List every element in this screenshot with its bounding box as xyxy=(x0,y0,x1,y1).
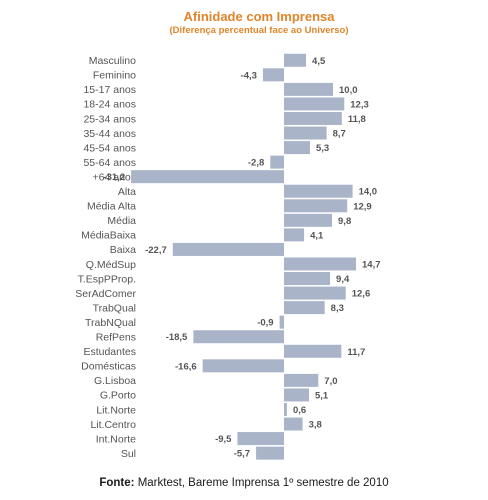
bar xyxy=(284,344,342,358)
bar xyxy=(262,68,284,82)
category-label: Q.MédSup xyxy=(86,259,136,271)
value-label: 12,6 xyxy=(352,289,371,300)
value-label: -5,7 xyxy=(234,449,250,460)
value-label: 8,7 xyxy=(333,129,346,140)
value-label: 12,9 xyxy=(353,201,372,212)
bar xyxy=(202,359,284,373)
category-label: TrabNQual xyxy=(85,317,136,329)
bar xyxy=(284,301,325,315)
category-label: MédiaBaixa xyxy=(81,230,136,242)
value-label: 11,7 xyxy=(347,347,365,358)
chart-subtitle: (Diferença percentual face ao Universo) xyxy=(170,25,349,36)
value-label: 12,3 xyxy=(350,99,369,110)
category-label: Int.Norte xyxy=(96,433,136,445)
source-label: Fonte: xyxy=(99,477,135,489)
value-label: -22,7 xyxy=(145,245,167,256)
bar xyxy=(256,446,284,460)
value-label: 0,6 xyxy=(293,405,306,416)
category-label: 18-24 anos xyxy=(83,99,136,111)
value-label: 14,7 xyxy=(362,259,381,270)
category-label: SerAdComer xyxy=(75,288,136,300)
category-label: Feminino xyxy=(93,70,136,82)
category-label: T.EspPProp. xyxy=(78,273,136,285)
bar xyxy=(284,417,303,431)
category-label: Estudantes xyxy=(83,346,136,358)
bar xyxy=(284,126,327,140)
category-label: Masculino xyxy=(89,55,136,67)
value-label: -2,8 xyxy=(248,158,264,169)
value-label: -16,6 xyxy=(175,361,197,372)
value-label: -18,5 xyxy=(166,332,188,343)
value-label: -31,2 xyxy=(103,172,125,183)
chart: Afinidade com Imprensa (Diferença percen… xyxy=(75,9,381,461)
value-label: 5,3 xyxy=(316,143,329,154)
value-label: 3,8 xyxy=(309,420,322,431)
bar xyxy=(284,388,309,402)
bar xyxy=(284,286,346,300)
category-label: TrabQual xyxy=(93,302,136,314)
chart-title: Afinidade com Imprensa xyxy=(184,9,336,24)
category-label: Domésticas xyxy=(81,361,136,373)
category-label: Lit.Norte xyxy=(96,404,136,416)
category-label: Alta xyxy=(118,186,136,198)
category-label: Média xyxy=(107,215,136,227)
bar xyxy=(172,242,284,256)
bar xyxy=(284,257,357,271)
value-label: -0,9 xyxy=(257,318,273,329)
value-label: 11,8 xyxy=(348,114,366,125)
value-label: 4,5 xyxy=(312,56,326,67)
value-label: 5,1 xyxy=(315,390,329,401)
category-label: 15-17 anos xyxy=(83,84,136,96)
bar xyxy=(131,170,284,184)
bars-group: Masculino 4,5 Feminino -4,3 15-17 anos 10,0 18… xyxy=(75,53,381,461)
value-label: -9,5 xyxy=(215,434,232,445)
bar xyxy=(284,82,333,96)
bar xyxy=(284,53,307,67)
source-note: Fonte: Marktest, Bareme Imprensa 1º seme… xyxy=(0,477,488,489)
bar xyxy=(284,272,331,286)
value-label: -4,3 xyxy=(241,70,257,81)
value-label: 10,0 xyxy=(339,85,358,96)
category-label: Média Alta xyxy=(87,201,136,213)
category-label: RefPens xyxy=(96,332,136,344)
bar xyxy=(193,330,284,344)
bar xyxy=(284,184,353,198)
category-label: 25-34 anos xyxy=(83,113,136,125)
bar xyxy=(237,432,284,446)
value-label: 7,0 xyxy=(324,376,337,387)
category-label: Lit.Centro xyxy=(90,419,136,431)
bar xyxy=(284,228,305,242)
category-label: 35-44 anos xyxy=(83,128,136,140)
category-label: G.Porto xyxy=(100,390,136,402)
value-label: 9,8 xyxy=(338,216,351,227)
value-label: 9,4 xyxy=(336,274,350,285)
bar xyxy=(284,199,348,213)
category-label: +64 anos xyxy=(93,171,137,183)
value-label: 14,0 xyxy=(359,187,378,198)
bar xyxy=(284,111,342,125)
source-text: Marktest, Bareme Imprensa 1º semestre de… xyxy=(134,477,389,489)
bar xyxy=(284,97,345,111)
value-label: 8,3 xyxy=(331,303,344,314)
bar xyxy=(279,315,284,329)
bar xyxy=(270,155,284,169)
category-label: 45-54 anos xyxy=(83,142,136,154)
bar xyxy=(284,402,287,416)
category-label: G.Lisboa xyxy=(94,375,136,387)
bar xyxy=(284,213,333,227)
category-label: Sul xyxy=(121,448,136,460)
category-label: 55-64 anos xyxy=(83,157,136,169)
category-label: Baixa xyxy=(110,244,136,256)
bar xyxy=(284,141,310,155)
value-label: 4,1 xyxy=(310,230,324,241)
bar xyxy=(284,373,319,387)
